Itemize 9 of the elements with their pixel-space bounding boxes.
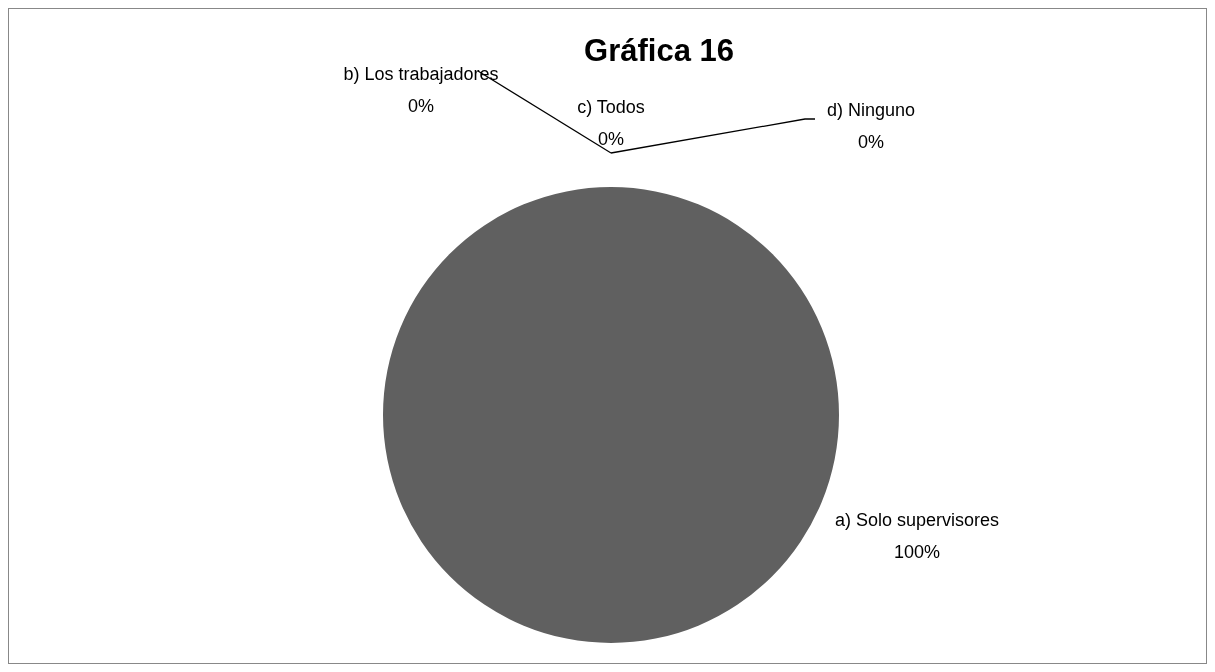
text: 0%	[597, 128, 625, 149]
data-label: 100%	[893, 541, 941, 562]
category-label: b) Los trabajadores	[343, 63, 499, 84]
text: 0%	[857, 131, 885, 152]
text: 0%	[407, 95, 435, 116]
category-label: c) Todos	[577, 96, 645, 117]
slice-label: a) Solo supervisores	[834, 509, 1000, 530]
chart-title: Gráfica 16	[584, 32, 734, 68]
category-label: d) Ninguno	[826, 99, 916, 120]
